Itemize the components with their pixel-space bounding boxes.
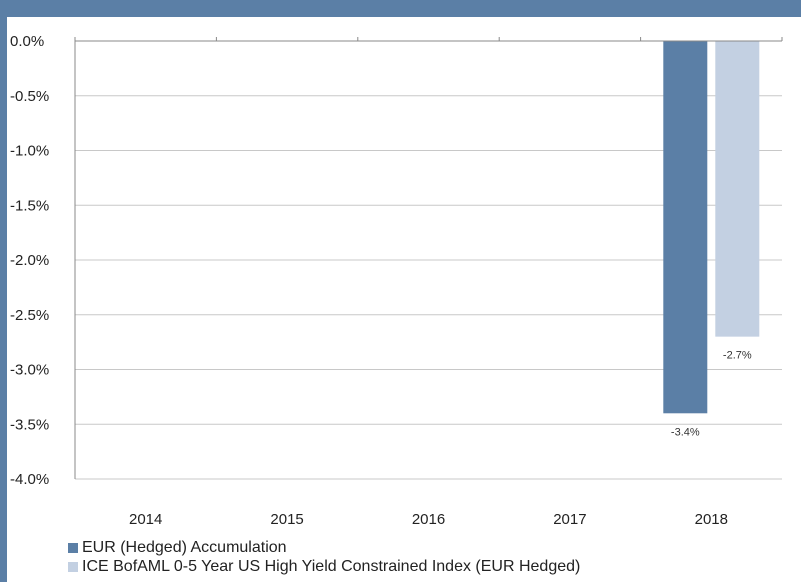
- bars: [663, 41, 760, 414]
- data-label-series-1-2018: -3.4%: [671, 426, 700, 438]
- x-tick-label: 2017: [553, 511, 586, 528]
- y-tick-label: -2.5%: [10, 307, 49, 324]
- y-tick-label: -1.5%: [10, 197, 49, 214]
- legend-label-series-1: EUR (Hedged) Accumulation: [82, 538, 287, 556]
- y-tick-label: -2.0%: [10, 252, 49, 269]
- y-tick-label: -3.5%: [10, 416, 49, 433]
- legend: EUR (Hedged) Accumulation ICE BofAML 0-5…: [68, 538, 580, 576]
- bar-series-2-2018: [715, 41, 760, 337]
- y-tick-label: -0.5%: [10, 88, 49, 105]
- x-tick-labels: 2014 2015 2016 2017 2018: [129, 511, 728, 528]
- y-tick-label: -3.0%: [10, 362, 49, 379]
- y-tick-label: -4.0%: [10, 471, 49, 488]
- y-tick-label: 0.0%: [10, 33, 44, 50]
- header-bar: [0, 0, 801, 17]
- legend-item-series-1: EUR (Hedged) Accumulation: [68, 538, 580, 557]
- y-tick-labels: 0.0% -0.5% -1.0% -1.5% -2.0% -2.5% -3.0% -3.5% -…: [10, 33, 49, 488]
- x-tick-label: 2016: [412, 511, 445, 528]
- bar-series-1-2018: [663, 41, 708, 414]
- legend-swatch-series-2: [68, 561, 78, 572]
- legend-swatch-series-1: [68, 542, 78, 553]
- y-tick-label: -1.0%: [10, 143, 49, 160]
- x-tick-label: 2014: [129, 511, 162, 528]
- legend-item-series-2: ICE BofAML 0-5 Year US High Yield Constr…: [68, 557, 580, 576]
- axes: [74, 37, 783, 479]
- x-tick-label: 2018: [695, 511, 728, 528]
- side-bar: [0, 17, 7, 582]
- data-label-series-2-2018: -2.7%: [723, 350, 752, 362]
- legend-label-series-2: ICE BofAML 0-5 Year US High Yield Constr…: [82, 557, 581, 575]
- x-tick-label: 2015: [270, 511, 303, 528]
- data-labels: -3.4% -2.7%: [671, 350, 752, 439]
